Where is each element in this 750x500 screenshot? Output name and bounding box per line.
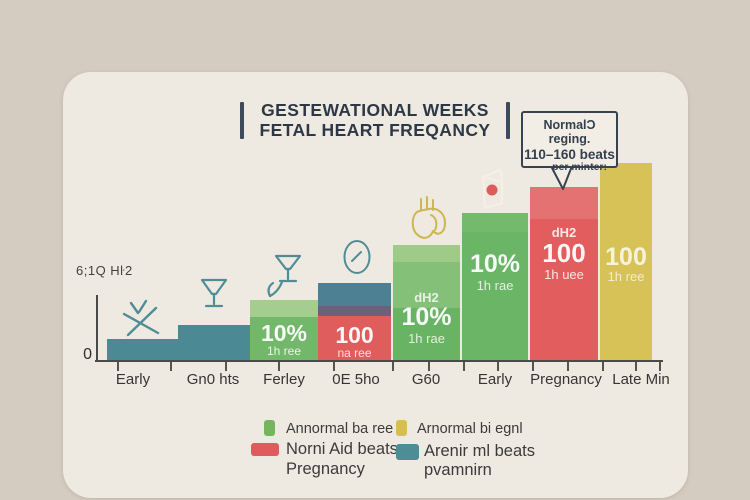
y-axis-line: [96, 295, 98, 362]
legend-label-red-2: Pregnancy: [286, 460, 365, 478]
x-axis-line: [95, 360, 663, 362]
legend-label-green: Annormal ba ree: [286, 421, 394, 437]
bar-value-label: 1h ree: [607, 269, 645, 284]
axis-tick: [497, 362, 499, 371]
bar-segment: [107, 339, 178, 361]
x-axis-category-label: Early: [115, 371, 151, 388]
legend-swatch-yellow: [396, 420, 407, 436]
bar-value-label: 1h rae: [476, 278, 514, 293]
legend-swatch-red: [251, 443, 279, 456]
bar-segment: [530, 187, 598, 219]
callout-box: NormalƆ reging. 110–160 beats per minter…: [521, 111, 618, 173]
bar-segment: [393, 262, 460, 308]
callout-line-2: 110–160 beats: [524, 147, 615, 162]
title-left-bar: [239, 101, 244, 139]
x-axis-category-label: 0E 5ho: [332, 371, 380, 388]
axis-tick: [333, 362, 335, 371]
legend-label-teal: Arenir ml beats: [424, 442, 535, 460]
x-axis-category-label: Ferley: [263, 371, 305, 388]
axis-tick: [659, 362, 661, 371]
heart-organ-icon: [411, 196, 446, 239]
bar-segment: [318, 306, 391, 316]
y-axis-zero-label: 0: [83, 346, 92, 363]
axis-tick: [278, 362, 280, 371]
bar-value-label: 100: [542, 238, 586, 268]
axis-tick: [635, 362, 637, 371]
legend-label-red: Norni Aid beats: [286, 440, 398, 458]
bar-value-label: dH2: [551, 225, 577, 240]
axis-tick: [117, 362, 119, 371]
bar-value-label: 10%: [469, 250, 521, 278]
goblet-icon: [200, 278, 228, 308]
bar-value-label: na ree: [337, 346, 372, 360]
bar-segment: [393, 245, 460, 262]
axis-tick: [602, 362, 604, 371]
legend-label-yellow: Arnormal bi egnl: [417, 421, 523, 437]
axis-tick: [392, 362, 394, 371]
bar-segment: [393, 308, 460, 361]
chart-title: GESTEWATIONAL WEEKS FETAL HEART FREQANCY: [0, 100, 750, 140]
title-right-bar: [506, 101, 511, 139]
document-dot-icon: [481, 168, 504, 210]
bar-segment: [250, 317, 318, 361]
bar-value-label: 1h rae: [408, 331, 445, 346]
axis-tick: [463, 362, 465, 371]
axis-tick: [532, 362, 534, 371]
x-axis-category-label: Gn0 hts: [186, 371, 240, 388]
title-text: GESTEWATIONAL WEEKS FETAL HEART FREQANCY: [260, 100, 491, 140]
bar-value-label: 1h uee: [544, 267, 584, 282]
bar-segment: [318, 283, 391, 306]
title-line-2: FETAL HEART FREQANCY: [259, 120, 491, 140]
bar-segment: [462, 232, 528, 361]
title-line-1: GESTEWATIONAL WEEKS: [261, 100, 489, 120]
x-axis-category-label: Early: [477, 371, 513, 388]
callout-line-1: NormalƆ reging.: [543, 118, 596, 146]
bar-segment: [462, 213, 528, 232]
bar-segment: [318, 316, 391, 361]
legend-swatch-teal: [396, 444, 419, 460]
axis-tick: [225, 362, 227, 371]
goblet-sprout-icon: [267, 254, 302, 298]
axis-tick: [170, 362, 172, 371]
bar-segment: [178, 325, 250, 361]
x-axis-category-label: Pregnancy: [530, 371, 602, 388]
callout-line-3: per minter:: [552, 161, 607, 173]
bar-segment: [530, 219, 598, 361]
bar-value-label: 100: [605, 243, 647, 271]
bar-segment: [600, 163, 652, 361]
egg-icon: [343, 240, 371, 274]
x-axis-category-label: Late Min: [612, 371, 670, 388]
legend-label-teal-2: pvamnirn: [424, 461, 492, 479]
fallen-figure-icon: [122, 299, 160, 337]
x-axis-category-label: G60: [411, 371, 441, 388]
bar-value-label: dH2: [414, 290, 439, 305]
bar-value-label: 1h ree: [266, 344, 302, 358]
bar-value-label: 10%: [401, 303, 452, 331]
bar-value-label: 10%: [260, 320, 308, 346]
legend-swatch-green: [264, 420, 275, 436]
axis-tick: [428, 362, 430, 371]
bar-segment: [250, 300, 318, 317]
y-axis-label: 6;1Q Hŀ2: [76, 263, 133, 278]
bar-value-label: 100: [335, 322, 374, 348]
axis-tick: [567, 362, 569, 371]
